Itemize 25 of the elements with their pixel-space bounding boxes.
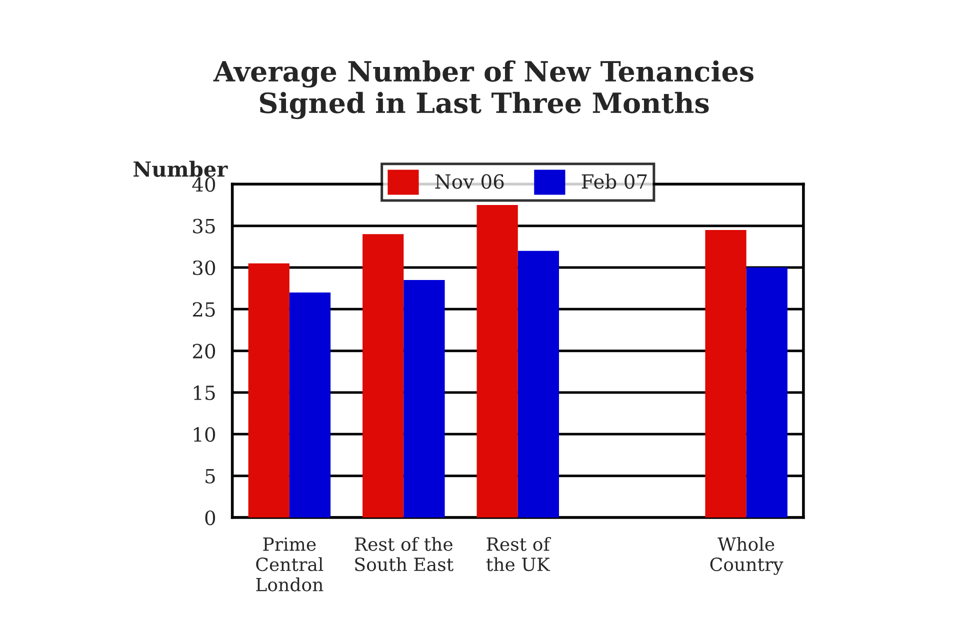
y-tick-label: 5 [206, 469, 215, 484]
y-tick-label: 40 [192, 177, 216, 192]
y-tick-label: 20 [192, 344, 216, 358]
x-tick-label: Rest of the South East [354, 536, 454, 572]
bar [518, 250, 559, 518]
bar [746, 267, 788, 518]
bar [476, 204, 518, 518]
y-tick-label: 25 [192, 302, 215, 317]
y-tick-label: 10 [194, 427, 216, 442]
bar [248, 263, 290, 518]
chart-title: Average Number of New Tenancies Signed in Last Three Months [213, 60, 754, 120]
bar [404, 280, 445, 518]
bar [289, 292, 331, 518]
bar [705, 230, 746, 518]
x-tick-label: Rest of the UK [486, 536, 552, 572]
bar [362, 234, 404, 518]
x-tick-label: Whole Country [710, 536, 784, 575]
legend-label: Nov 06 [435, 174, 504, 189]
y-tick-label: 30 [193, 260, 216, 276]
y-axis-title: Number [134, 160, 228, 177]
y-tick-label: 15 [194, 385, 215, 400]
y-tick-label: 0 [205, 510, 216, 526]
y-tick-label: 35 [193, 218, 215, 234]
legend-label: Feb 07 [582, 174, 647, 189]
x-tick-label: Prime Central London [256, 537, 324, 592]
